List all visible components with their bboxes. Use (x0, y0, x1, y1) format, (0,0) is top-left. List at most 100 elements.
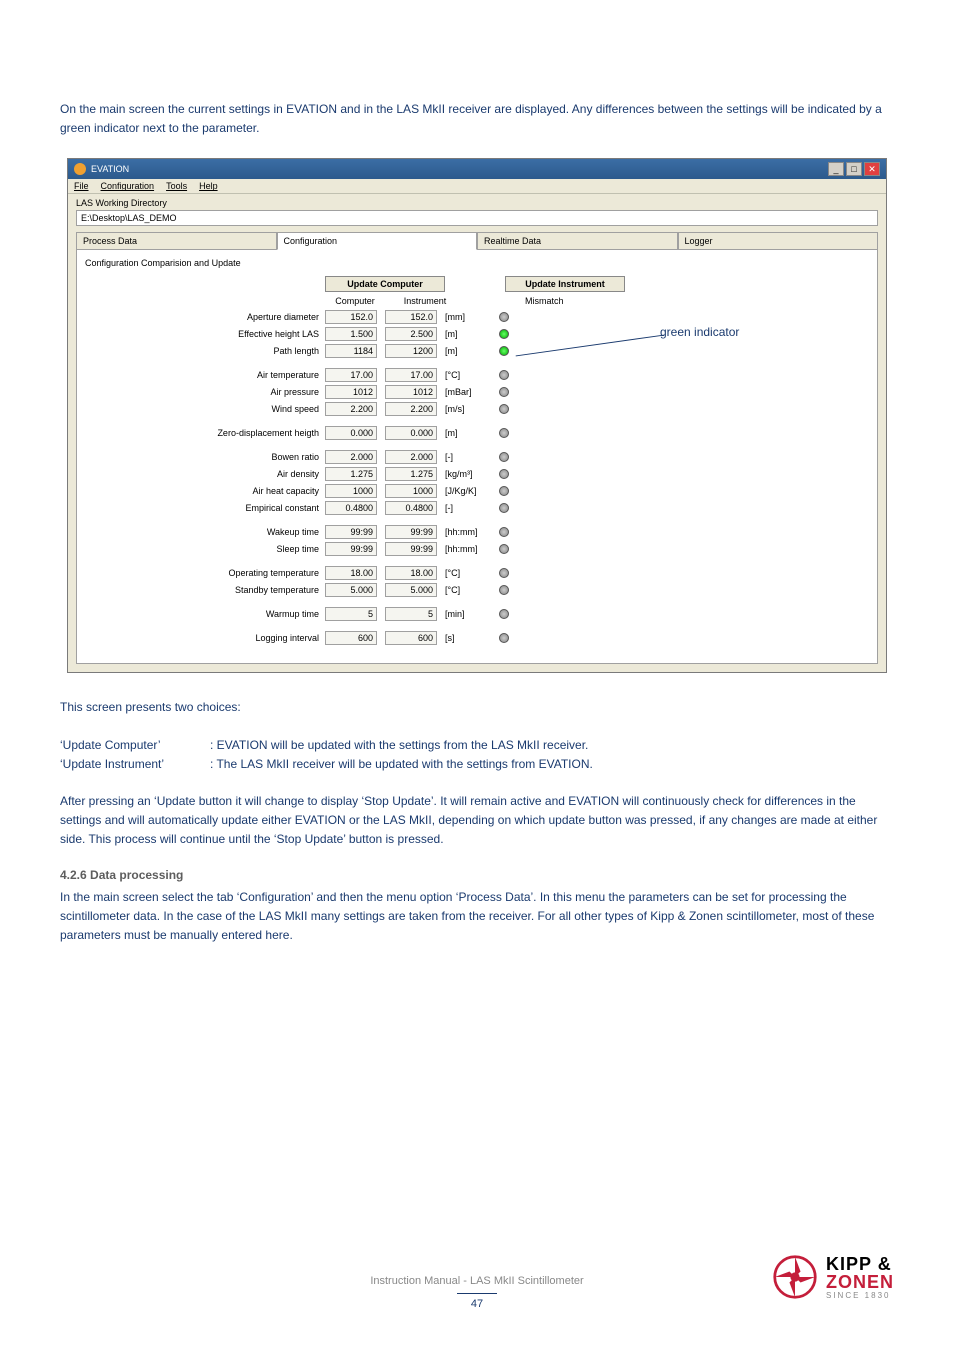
param-instrument-value[interactable]: 2.000 (385, 450, 437, 464)
param-instrument-value[interactable]: 0.4800 (385, 501, 437, 515)
param-computer-value[interactable]: 152.0 (325, 310, 377, 324)
choice-key: ‘Update Computer’ (60, 736, 210, 755)
param-instrument-value[interactable]: 5 (385, 607, 437, 621)
menu-tools[interactable]: Tools (166, 181, 187, 191)
param-computer-value[interactable]: 17.00 (325, 368, 377, 382)
param-row: Aperture diameter152.0152.0[mm] (85, 310, 869, 324)
param-row: Bowen ratio2.0002.000[-] (85, 450, 869, 464)
section-heading: 4.2.6 Data processing (60, 868, 894, 882)
param-computer-value[interactable]: 0.4800 (325, 501, 377, 515)
param-unit: [m] (445, 329, 495, 339)
param-computer-value[interactable]: 99:99 (325, 542, 377, 556)
param-instrument-value[interactable]: 0.000 (385, 426, 437, 440)
working-dir-field[interactable]: E:\Desktop\LAS_DEMO (76, 210, 878, 226)
minimize-button[interactable]: _ (828, 162, 844, 176)
tab-realtime[interactable]: Realtime Data (477, 232, 678, 250)
menu-configuration[interactable]: Configuration (101, 181, 155, 191)
param-row: Sleep time99:9999:99[hh:mm] (85, 542, 869, 556)
param-label: Empirical constant (85, 503, 325, 513)
param-row: Logging interval600600[s] (85, 631, 869, 645)
param-computer-value[interactable]: 600 (325, 631, 377, 645)
tabbar: Process Data Configuration Realtime Data… (76, 232, 878, 250)
mismatch-led-icon (499, 404, 509, 414)
menubar: File Configuration Tools Help (68, 179, 886, 194)
choice-val: : The LAS MkII receiver will be updated … (210, 755, 593, 774)
param-computer-value[interactable]: 1000 (325, 484, 377, 498)
param-label: Path length (85, 346, 325, 356)
param-label: Operating temperature (85, 568, 325, 578)
param-unit: [min] (445, 609, 495, 619)
param-instrument-value[interactable]: 99:99 (385, 525, 437, 539)
mismatch-led-icon (499, 312, 509, 322)
param-computer-value[interactable]: 1.275 (325, 467, 377, 481)
mismatch-led-icon (499, 346, 509, 356)
param-label: Effective height LAS (85, 329, 325, 339)
param-instrument-value[interactable]: 600 (385, 631, 437, 645)
param-unit: [m/s] (445, 404, 495, 414)
menu-file[interactable]: File (74, 181, 89, 191)
param-unit: [J/Kg/K] (445, 486, 495, 496)
param-instrument-value[interactable]: 152.0 (385, 310, 437, 324)
update-computer-button[interactable]: Update Computer (325, 276, 445, 292)
param-computer-value[interactable]: 18.00 (325, 566, 377, 580)
param-row: Air density1.2751.275[kg/m³] (85, 467, 869, 481)
mismatch-led-icon (499, 633, 509, 643)
maximize-button[interactable]: □ (846, 162, 862, 176)
param-computer-value[interactable]: 1.500 (325, 327, 377, 341)
param-computer-value[interactable]: 5 (325, 607, 377, 621)
param-computer-value[interactable]: 2.200 (325, 402, 377, 416)
param-row: Air temperature17.0017.00[°C] (85, 368, 869, 382)
param-instrument-value[interactable]: 1000 (385, 484, 437, 498)
mismatch-led-icon (499, 527, 509, 537)
menu-help[interactable]: Help (199, 181, 218, 191)
mismatch-led-icon (499, 609, 509, 619)
param-instrument-value[interactable]: 2.200 (385, 402, 437, 416)
mismatch-led-icon (499, 370, 509, 380)
col-computer: Computer (325, 296, 385, 306)
param-instrument-value[interactable]: 18.00 (385, 566, 437, 580)
param-computer-value[interactable]: 0.000 (325, 426, 377, 440)
update-instrument-button[interactable]: Update Instrument (505, 276, 625, 292)
working-dir-label: LAS Working Directory (68, 194, 886, 208)
page-footer: Instruction Manual - LAS MkII Scintillom… (0, 1275, 954, 1310)
tab-process[interactable]: Process Data (76, 232, 277, 250)
mismatch-led-icon (499, 452, 509, 462)
close-button[interactable]: ✕ (864, 162, 880, 176)
param-computer-value[interactable]: 1184 (325, 344, 377, 358)
param-computer-value[interactable]: 5.000 (325, 583, 377, 597)
param-unit: [s] (445, 633, 495, 643)
titlebar: EVATION _ □ ✕ (68, 159, 886, 179)
config-panel: Configuration Comparision and Update Upd… (76, 250, 878, 664)
param-instrument-value[interactable]: 1.275 (385, 467, 437, 481)
mismatch-led-icon (499, 503, 509, 513)
choice-val: : EVATION will be updated with the setti… (210, 736, 588, 755)
col-instrument: Instrument (385, 296, 465, 306)
footer-text: Instruction Manual - LAS MkII Scintillom… (0, 1275, 954, 1287)
logo-line1: KIPP & (826, 1255, 894, 1273)
param-instrument-value[interactable]: 5.000 (385, 583, 437, 597)
mismatch-led-icon (499, 428, 509, 438)
mismatch-led-icon (499, 387, 509, 397)
evation-window: EVATION _ □ ✕ File Configuration Tools H… (67, 158, 887, 673)
mismatch-led-icon (499, 568, 509, 578)
param-instrument-value[interactable]: 2.500 (385, 327, 437, 341)
tab-logger[interactable]: Logger (678, 232, 879, 250)
param-computer-value[interactable]: 99:99 (325, 525, 377, 539)
param-label: Logging interval (85, 633, 325, 643)
param-unit: [°C] (445, 568, 495, 578)
tab-configuration[interactable]: Configuration (277, 232, 478, 250)
param-row: Air pressure10121012[mBar] (85, 385, 869, 399)
param-unit: [-] (445, 503, 495, 513)
choices-intro: This screen presents two choices: (60, 698, 894, 717)
param-label: Air pressure (85, 387, 325, 397)
param-instrument-value[interactable]: 1012 (385, 385, 437, 399)
param-computer-value[interactable]: 1012 (325, 385, 377, 399)
update-paragraph: After pressing an ‘Update button it will… (60, 792, 894, 850)
param-instrument-value[interactable]: 1200 (385, 344, 437, 358)
param-computer-value[interactable]: 2.000 (325, 450, 377, 464)
param-instrument-value[interactable]: 99:99 (385, 542, 437, 556)
green-indicator-label: green indicator (660, 325, 739, 339)
param-instrument-value[interactable]: 17.00 (385, 368, 437, 382)
param-label: Bowen ratio (85, 452, 325, 462)
param-unit: [mBar] (445, 387, 495, 397)
